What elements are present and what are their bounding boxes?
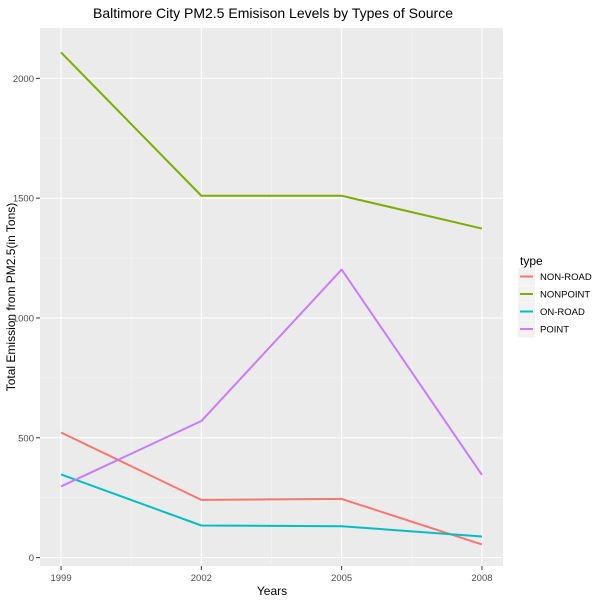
minor-gridlines bbox=[40, 28, 503, 566]
y-tick-label: 500 bbox=[18, 433, 34, 444]
series-line-non-road bbox=[60, 431, 483, 546]
legend: type NON-ROAD NONPOINT ON-ROAD POINT bbox=[518, 254, 592, 338]
y-tick-label: 0 bbox=[29, 553, 34, 564]
y-tick-label: 2000 bbox=[13, 74, 34, 85]
x-tick-label: 2002 bbox=[191, 573, 212, 584]
y-tick-label: 1000 bbox=[13, 313, 34, 324]
series-line-nonpoint bbox=[60, 51, 483, 230]
series-line-on-road bbox=[60, 473, 483, 538]
legend-item-nonpoint: NONPOINT bbox=[518, 285, 590, 303]
x-tick-labels: 1999 2002 2005 2008 bbox=[50, 573, 492, 584]
legend-label: POINT bbox=[540, 325, 569, 336]
y-tick-labels: 0 500 1000 1500 2000 bbox=[13, 74, 34, 564]
axis-ticks bbox=[36, 77, 483, 570]
legend-items: NON-ROAD NONPOINT ON-ROAD POINT bbox=[518, 268, 592, 338]
chart-title: Baltimore City PM2.5 Emisison Levels by … bbox=[93, 5, 453, 21]
y-axis-label: Total Emission from PM2.5(in Tons) bbox=[4, 203, 18, 392]
x-tick-label: 2005 bbox=[331, 573, 352, 584]
series-lines bbox=[60, 51, 483, 546]
legend-label: ON-ROAD bbox=[540, 307, 585, 318]
legend-item-non-road: NON-ROAD bbox=[518, 268, 592, 285]
legend-label: NONPOINT bbox=[540, 290, 590, 301]
x-tick-label: 2008 bbox=[471, 573, 492, 584]
y-tick-label: 1500 bbox=[13, 194, 34, 205]
x-tick-label: 1999 bbox=[50, 573, 71, 584]
legend-item-on-road: ON-ROAD bbox=[518, 303, 585, 320]
legend-item-point: POINT bbox=[518, 320, 569, 338]
legend-title: type bbox=[520, 254, 543, 268]
series-line-point bbox=[60, 268, 483, 488]
major-gridlines bbox=[40, 28, 503, 566]
x-axis-label: Years bbox=[257, 584, 287, 598]
legend-label: NON-ROAD bbox=[540, 272, 592, 283]
